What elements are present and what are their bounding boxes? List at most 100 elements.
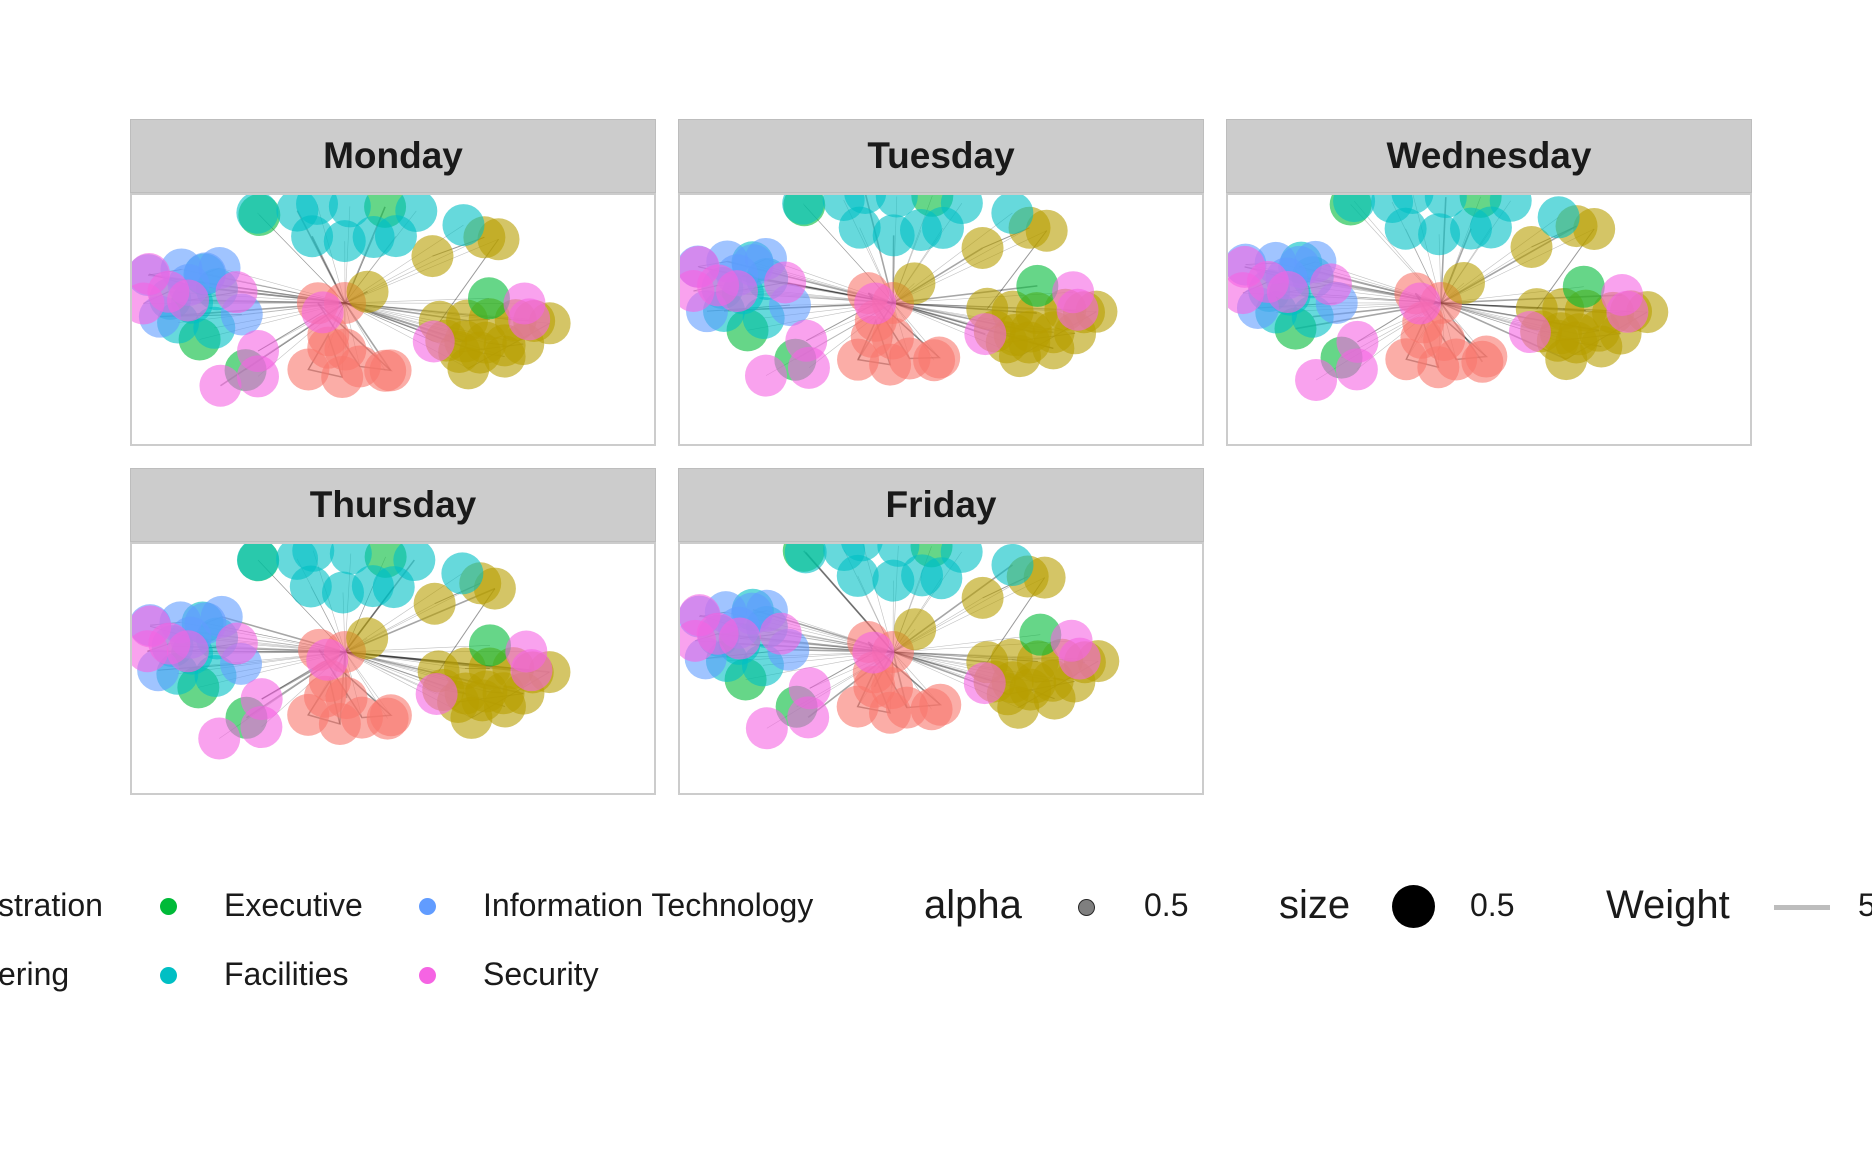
network-node-facilities — [836, 554, 879, 597]
legend-key-facilities — [160, 967, 177, 984]
network-node-facilities — [1384, 207, 1427, 250]
network-node-security — [215, 271, 258, 314]
network-node-engineering — [1023, 556, 1066, 599]
legend: stration ering Executive Facilities Info… — [0, 870, 1872, 1000]
network-node-facilities — [329, 544, 372, 575]
network-node-facilities — [991, 195, 1034, 235]
network-plot — [1226, 193, 1752, 446]
network-node-security — [854, 282, 897, 325]
network-node-security — [166, 279, 209, 322]
network-node-engineering — [483, 685, 526, 728]
legend-key-it — [419, 898, 436, 915]
network-node-engineering — [1033, 677, 1076, 720]
network-node-facilities — [921, 206, 964, 249]
network-node-administration — [850, 315, 893, 358]
network-node-security — [764, 261, 807, 304]
network-node-administration — [303, 675, 346, 718]
facet-panel-wednesday: Wednesday — [1226, 119, 1752, 446]
network-node-engineering — [413, 582, 456, 625]
network-node-security — [787, 346, 830, 389]
network-node-security — [1058, 637, 1101, 680]
network-node-facilities — [782, 195, 825, 225]
facet-title: Monday — [130, 119, 656, 193]
network-node-engineering — [1573, 207, 1616, 250]
network-node-executive — [1019, 613, 1062, 656]
network-node-facilities — [1424, 195, 1467, 219]
network-node-engineering — [1510, 226, 1553, 269]
network-svg — [680, 544, 1120, 750]
network-node-facilities — [1333, 195, 1376, 223]
network-node-security — [759, 612, 802, 655]
network-node-security — [199, 364, 242, 407]
network-node-facilities — [838, 206, 881, 249]
network-node-executive — [467, 277, 510, 320]
network-node-engineering — [447, 347, 490, 390]
legend-label-administration: stration — [0, 887, 103, 923]
network-node-security — [415, 673, 458, 716]
legend-label-it: Information Technology — [483, 887, 814, 923]
network-node-security — [1309, 263, 1352, 306]
legend-value-size: 0.5 — [1470, 887, 1515, 923]
network-node-security — [215, 622, 258, 665]
network-plot — [130, 542, 656, 795]
legend-key-size — [1392, 885, 1435, 928]
network-node-security — [718, 617, 761, 660]
legend-title-size: size — [1279, 883, 1351, 927]
network-svg — [132, 544, 571, 760]
legend-label-engineering: ering — [0, 956, 70, 992]
network-node-executive — [468, 624, 511, 667]
facet-panel-monday: Monday — [130, 119, 656, 446]
legend-title-alpha: alpha — [924, 883, 1022, 927]
network-node-security — [787, 696, 830, 739]
network-node-engineering — [1025, 209, 1068, 252]
facet-panel-tuesday: Tuesday — [678, 119, 1204, 446]
network-node-security — [1266, 271, 1309, 314]
network-node-facilities — [236, 544, 279, 581]
network-node-administration — [913, 339, 956, 382]
network-node-security — [852, 631, 895, 674]
network-node-engineering — [346, 617, 389, 660]
network-node-administration — [1400, 316, 1443, 359]
network-node-security — [236, 355, 279, 398]
facet-title: Tuesday — [678, 119, 1204, 193]
network-node-security — [963, 662, 1006, 705]
network-node-facilities — [441, 552, 484, 595]
network-node-engineering — [477, 218, 520, 261]
network-node-facilities — [374, 215, 417, 258]
network-node-administration — [853, 665, 896, 708]
network-node-engineering — [1545, 338, 1588, 381]
network-node-facilities — [920, 557, 963, 600]
network-node-security — [1508, 311, 1551, 354]
network-node-facilities — [372, 566, 415, 609]
network-node-security — [1398, 282, 1441, 325]
network-node-engineering — [997, 686, 1040, 729]
network-node-engineering — [483, 335, 526, 378]
network-node-security — [301, 291, 344, 334]
legend-key-alpha — [1078, 899, 1095, 916]
network-plot — [678, 193, 1204, 446]
network-node-facilities — [1537, 196, 1580, 239]
network-node-engineering — [1442, 262, 1485, 305]
network-node-facilities — [236, 195, 279, 234]
legend-value-weight: 5 — [1858, 887, 1872, 923]
network-node-security — [715, 270, 758, 313]
network-node-executive — [1562, 265, 1605, 308]
network-node-engineering — [894, 608, 937, 651]
network-node-facilities — [991, 544, 1034, 586]
network-node-security — [198, 717, 241, 760]
network-node-engineering — [961, 227, 1004, 270]
network-node-facilities — [1469, 206, 1512, 249]
network-node-security — [1295, 358, 1338, 401]
facet-title: Thursday — [130, 468, 656, 542]
legend-label-security: Security — [483, 956, 599, 992]
network-svg — [680, 195, 1118, 397]
network-node-security — [964, 313, 1007, 356]
facet-panel-thursday: Thursday — [130, 468, 656, 795]
node-group — [132, 544, 571, 760]
network-node-security — [1056, 288, 1099, 331]
network-svg — [132, 195, 571, 407]
legend-key-security — [419, 967, 436, 984]
network-plot — [678, 542, 1204, 795]
network-node-administration — [1461, 340, 1504, 383]
node-group — [132, 195, 571, 407]
